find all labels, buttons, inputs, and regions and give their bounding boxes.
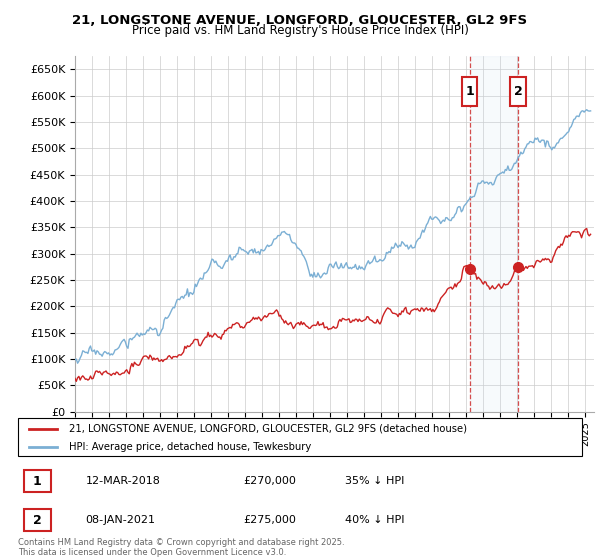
Text: 12-MAR-2018: 12-MAR-2018 bbox=[86, 476, 161, 486]
Text: £275,000: £275,000 bbox=[244, 515, 296, 525]
Text: 1: 1 bbox=[33, 475, 41, 488]
FancyBboxPatch shape bbox=[23, 510, 51, 531]
FancyBboxPatch shape bbox=[510, 77, 526, 106]
Text: £270,000: £270,000 bbox=[244, 476, 296, 486]
Text: 1: 1 bbox=[465, 85, 474, 98]
Text: 21, LONGSTONE AVENUE, LONGFORD, GLOUCESTER, GL2 9FS: 21, LONGSTONE AVENUE, LONGFORD, GLOUCEST… bbox=[73, 14, 527, 27]
FancyBboxPatch shape bbox=[23, 470, 51, 492]
FancyBboxPatch shape bbox=[18, 418, 582, 456]
Bar bbox=[470, 56, 518, 412]
Text: 2: 2 bbox=[514, 85, 523, 98]
Text: Contains HM Land Registry data © Crown copyright and database right 2025.
This d: Contains HM Land Registry data © Crown c… bbox=[18, 538, 344, 557]
Text: HPI: Average price, detached house, Tewkesbury: HPI: Average price, detached house, Tewk… bbox=[69, 442, 311, 452]
Text: Price paid vs. HM Land Registry's House Price Index (HPI): Price paid vs. HM Land Registry's House … bbox=[131, 24, 469, 38]
Text: 08-JAN-2021: 08-JAN-2021 bbox=[86, 515, 155, 525]
Text: 2: 2 bbox=[33, 514, 41, 527]
Text: 40% ↓ HPI: 40% ↓ HPI bbox=[345, 515, 404, 525]
FancyBboxPatch shape bbox=[462, 77, 477, 106]
Text: 35% ↓ HPI: 35% ↓ HPI bbox=[345, 476, 404, 486]
Text: 21, LONGSTONE AVENUE, LONGFORD, GLOUCESTER, GL2 9FS (detached house): 21, LONGSTONE AVENUE, LONGFORD, GLOUCEST… bbox=[69, 423, 467, 433]
